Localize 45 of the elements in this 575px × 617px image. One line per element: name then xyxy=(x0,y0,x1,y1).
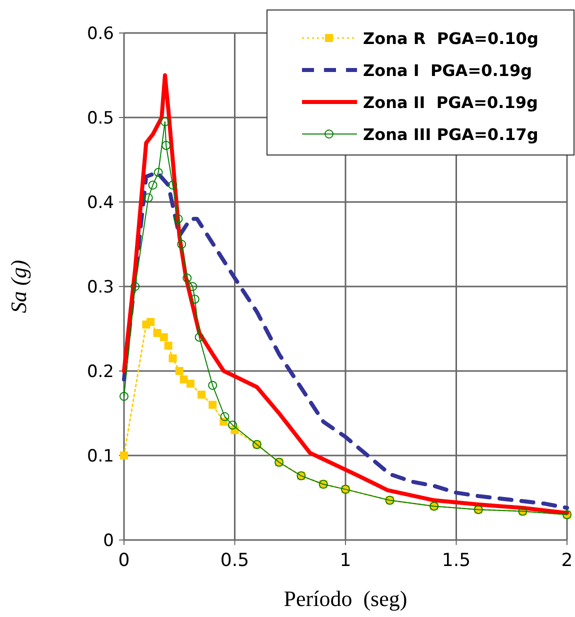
y-tick-label: 0.6 xyxy=(86,24,114,44)
y-axis-title: Sa (g) xyxy=(6,260,31,314)
point xyxy=(168,180,178,190)
point xyxy=(190,294,200,304)
point xyxy=(120,392,128,401)
y-tick-label: 0.5 xyxy=(86,108,114,128)
point xyxy=(180,375,188,384)
point xyxy=(148,180,158,190)
point xyxy=(198,390,206,399)
point xyxy=(154,168,163,177)
point xyxy=(164,342,172,350)
x-tick-label: 1.5 xyxy=(442,550,471,571)
x-tick-label: 1 xyxy=(340,550,352,571)
legend-label: Zona III PGA=0.17g xyxy=(363,125,538,144)
legend-label: Zona II PGA=0.19g xyxy=(363,93,538,112)
x-tick-label: 2 xyxy=(561,550,573,571)
y-tick-label: 0.4 xyxy=(86,193,114,213)
point xyxy=(208,400,217,409)
y-tick-label: 0.3 xyxy=(86,278,114,298)
point xyxy=(160,117,170,126)
point xyxy=(228,420,238,430)
point xyxy=(220,412,230,422)
point xyxy=(182,274,192,283)
point xyxy=(175,367,184,375)
y-tick-label: 0 xyxy=(103,531,114,551)
point xyxy=(174,214,183,224)
y-tick-label: 0.1 xyxy=(86,446,114,466)
y-tick-label: 0.2 xyxy=(86,362,114,382)
point xyxy=(168,354,177,362)
point xyxy=(208,380,218,390)
point xyxy=(194,332,204,342)
legend-label: Zona R PGA=0.10g xyxy=(363,29,538,48)
x-axis-title: Período (seg) xyxy=(284,586,408,611)
point xyxy=(186,380,194,388)
point xyxy=(162,140,171,150)
x-tick-label: 0.5 xyxy=(220,550,250,571)
point xyxy=(146,318,155,326)
point xyxy=(160,333,168,342)
point xyxy=(188,282,198,291)
point xyxy=(177,240,186,249)
x-tick-label: 0 xyxy=(118,550,130,571)
point xyxy=(153,328,162,337)
point xyxy=(144,193,153,202)
point xyxy=(130,282,140,291)
legend-label: Zona I PGA=0.19g xyxy=(363,61,532,80)
